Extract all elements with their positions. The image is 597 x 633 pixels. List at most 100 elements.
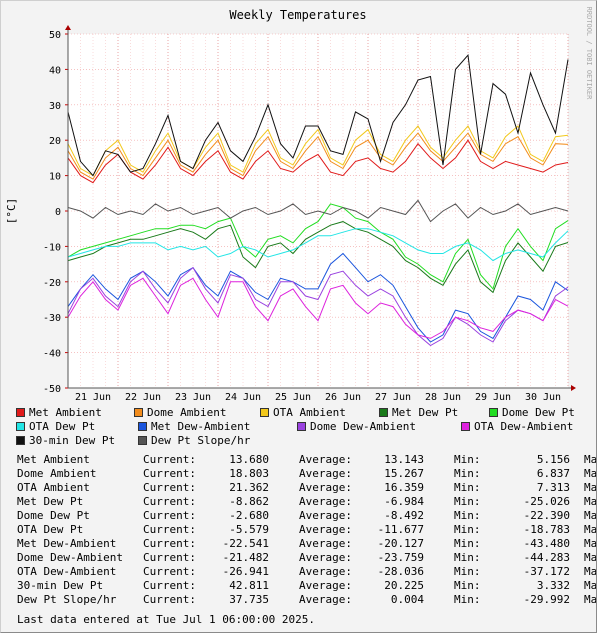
series-line [67, 221, 569, 294]
series-line [67, 266, 569, 347]
stat-current-value: 13.680 [229, 453, 269, 466]
legend-swatch [16, 408, 25, 417]
x-tick-label: 28 Jun [425, 392, 461, 401]
legend-swatch [379, 408, 388, 417]
stat-series-name: Dome Dew Pt [17, 509, 90, 522]
stat-average-value: -11.677 [377, 523, 424, 536]
stat-current-label: Current: [143, 453, 196, 466]
stat-average-value: 13.143 [384, 453, 424, 466]
stat-series-name: Met Dew Pt [17, 495, 84, 508]
series-line [67, 125, 569, 177]
stat-average-label: Average: [299, 509, 352, 522]
stat-current-value: -2.680 [229, 509, 269, 522]
y-axis-label: [°C] [5, 198, 18, 225]
stat-current-value: -5.579 [229, 523, 269, 536]
stat-min-label: Min: [454, 593, 481, 606]
stat-average-value: -28.036 [377, 565, 424, 578]
y-tick-label: -10 [43, 242, 61, 253]
temperature-chart: 50 40 30 20 10 0 -10 -20 -30 -40 -50 21 Jun 22 Jun 23… [5, 7, 593, 401]
stat-min-value: -29.992 [523, 593, 570, 606]
legend-item: Dew Pt Slope/hr [138, 434, 250, 447]
stat-current-value: 42.811 [229, 579, 269, 592]
stat-min-value: -37.172 [523, 565, 570, 578]
legend-item: Met Dew Pt [379, 406, 458, 419]
legend-item: OTA Dew Pt [16, 420, 95, 433]
y-tick-label: 30 [49, 101, 61, 112]
stat-min-label: Min: [454, 495, 481, 508]
stat-min-label: Min: [454, 551, 481, 564]
stat-max-label: Ma [584, 593, 597, 606]
x-tick-label: 24 Jun [225, 392, 261, 401]
y-tick-label: -30 [43, 313, 61, 324]
stat-series-name: Dome Dew-Ambient [17, 551, 123, 564]
stat-current-label: Current: [143, 579, 196, 592]
legend-swatch [138, 422, 147, 431]
y-tick-label: 20 [49, 136, 61, 147]
stat-current-value: -22.541 [222, 537, 269, 550]
stat-min-label: Min: [454, 509, 481, 522]
stat-average-label: Average: [299, 453, 352, 466]
stat-average-value: 0.004 [390, 593, 424, 606]
legend-label: OTA Dew Pt [29, 420, 96, 433]
legend-item: Met Dew-Ambient [138, 420, 250, 433]
stat-min-value: -18.783 [523, 523, 570, 536]
stat-min-value: 5.156 [536, 453, 570, 466]
stat-average-value: -20.127 [377, 537, 424, 550]
stat-series-name: Met Ambient [17, 453, 90, 466]
legend-swatch [16, 422, 25, 431]
stat-average-label: Average: [299, 481, 352, 494]
stat-series-name: Dew Pt Slope/hr [17, 593, 117, 606]
stat-average-value: 20.225 [384, 579, 424, 592]
y-tick-label: 40 [49, 65, 61, 76]
y-tick-label: -40 [43, 349, 61, 360]
y-axis-arrow [65, 25, 71, 30]
legend-swatch [16, 436, 25, 445]
stat-min-value: 3.332 [536, 579, 570, 592]
legend-item: 30-min Dew Pt [16, 434, 115, 447]
stat-current-label: Current: [143, 509, 196, 522]
stat-max-label: Ma [584, 481, 597, 494]
stat-max-label: Ma [584, 467, 597, 480]
last-update-text: Last data entered at Tue Jul 1 06:00:00 … [17, 613, 316, 626]
legend-item: OTA Ambient [260, 406, 346, 419]
stat-min-label: Min: [454, 453, 481, 466]
legend-label: Met Ambient [29, 406, 102, 419]
y-tick-label: -50 [43, 384, 61, 395]
legend-label: Dome Dew-Ambient [310, 420, 416, 433]
legend-item: Dome Dew-Ambient [297, 420, 416, 433]
stat-min-label: Min: [454, 481, 481, 494]
legend-label: 30-min Dew Pt [29, 434, 116, 447]
legend-label: Met Dew-Ambient [151, 420, 251, 433]
stat-average-value: 15.267 [384, 467, 424, 480]
stat-average-label: Average: [299, 579, 352, 592]
x-axis-arrow [571, 385, 576, 391]
stat-series-name: OTA Ambient [17, 481, 90, 494]
stat-average-label: Average: [299, 565, 352, 578]
stat-series-name: 30-min Dew Pt [17, 579, 104, 592]
stat-max-label: Ma [584, 509, 597, 522]
legend-label: Dew Pt Slope/hr [151, 434, 251, 447]
stat-current-value: -8.862 [229, 495, 269, 508]
series-line [67, 203, 569, 290]
stat-min-value: 7.313 [536, 481, 570, 494]
stat-series-name: Met Dew-Ambient [17, 537, 117, 550]
y-tick-label: -20 [43, 278, 61, 289]
series-line [67, 252, 569, 343]
stat-min-label: Min: [454, 467, 481, 480]
legend-swatch [297, 422, 306, 431]
stat-current-label: Current: [143, 551, 196, 564]
stat-average-label: Average: [299, 593, 352, 606]
stat-current-value: 37.735 [229, 593, 269, 606]
legend-item: Met Ambient [16, 406, 102, 419]
stat-average-label: Average: [299, 523, 352, 536]
series-line [67, 199, 569, 223]
x-tick-label: 29 Jun [475, 392, 511, 401]
legend-item: Dome Ambient [134, 406, 226, 419]
legend-item: Dome Dew Pt [489, 406, 575, 419]
stat-min-value: -25.026 [523, 495, 570, 508]
series-line [67, 139, 569, 184]
stat-min-value: -44.283 [523, 551, 570, 564]
legend-item: OTA Dew-Ambient [461, 420, 573, 433]
stat-max-label: Ma [584, 579, 597, 592]
